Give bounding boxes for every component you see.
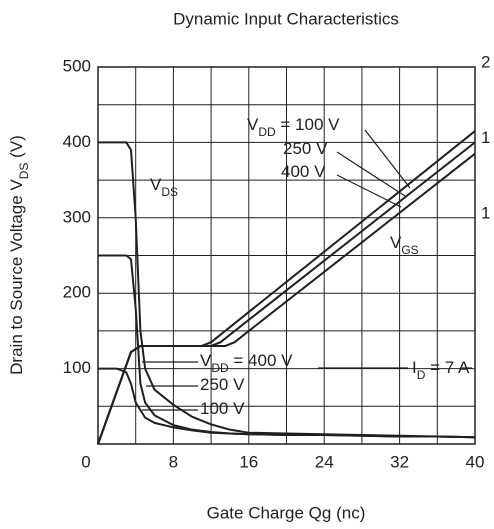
y-tick-label: 200 bbox=[63, 283, 91, 302]
y-axis-label-part: Drain to Source Voltage V bbox=[7, 179, 26, 375]
y-tick-label: 500 bbox=[63, 56, 91, 75]
y-tick-label: 300 bbox=[63, 207, 91, 226]
annotation: ID = 7 A bbox=[412, 358, 470, 382]
leader-line bbox=[336, 151, 406, 197]
annotation: VDD = 400 V bbox=[200, 351, 293, 375]
annotation-text: = 100 V bbox=[276, 115, 340, 134]
annotation-sub: DD bbox=[211, 361, 229, 375]
annotation-text: V bbox=[200, 351, 212, 370]
y-tick-label: 400 bbox=[63, 132, 91, 151]
annotation: VDD = 100 V bbox=[247, 115, 340, 139]
x-tick-label: 32 bbox=[390, 452, 409, 471]
annotation-text: I bbox=[412, 358, 417, 377]
annotation: 400 V bbox=[281, 162, 326, 181]
x-tick-label: 40 bbox=[466, 452, 485, 471]
annotation-sub: GS bbox=[401, 243, 418, 257]
annotation-text: 100 V bbox=[200, 399, 245, 418]
x-tick-label: 16 bbox=[239, 452, 258, 471]
annotation-text: 250 V bbox=[200, 375, 245, 394]
y-axis-label-sub: DS bbox=[17, 163, 31, 180]
annotation-text: 250 V bbox=[283, 139, 328, 158]
right-axis-label: 1 bbox=[481, 128, 490, 147]
annotation-text: V bbox=[247, 115, 259, 134]
annotation-sub: DS bbox=[161, 185, 178, 199]
x-tick-label: 24 bbox=[315, 452, 334, 471]
annotation-sub: D bbox=[417, 368, 426, 382]
x-axis-label: Gate Charge Qg (nc) bbox=[207, 503, 366, 522]
leader-line bbox=[336, 174, 402, 208]
curve bbox=[98, 367, 476, 439]
annotation-sub: DD bbox=[258, 125, 276, 139]
y-tick-label: 100 bbox=[63, 358, 91, 377]
annotation: 250 V bbox=[200, 375, 245, 394]
leader-line bbox=[364, 129, 411, 189]
x-tick-label: 0 bbox=[81, 452, 90, 471]
annotation-text: 400 V bbox=[281, 162, 326, 181]
annotation: 100 V bbox=[200, 399, 245, 418]
chart-title: Dynamic Input Characteristics bbox=[173, 9, 399, 28]
x-tick-label: 8 bbox=[169, 452, 178, 471]
annotation: VGS bbox=[390, 233, 419, 257]
annotation: VDS bbox=[150, 175, 178, 199]
annotation-text: V bbox=[390, 233, 402, 252]
right-axis-label: 1 bbox=[481, 203, 490, 222]
annotation-text: = 400 V bbox=[229, 351, 293, 370]
annotation: 250 V bbox=[283, 139, 328, 158]
right-axis-label: 2 bbox=[481, 52, 490, 71]
annotation-text: = 7 A bbox=[425, 358, 470, 377]
y-axis-label: Drain to Source Voltage VDS (V) bbox=[7, 135, 31, 375]
curve bbox=[97, 152, 476, 445]
annotation-text: V bbox=[150, 175, 162, 194]
y-axis-label-part: (V) bbox=[7, 135, 26, 162]
